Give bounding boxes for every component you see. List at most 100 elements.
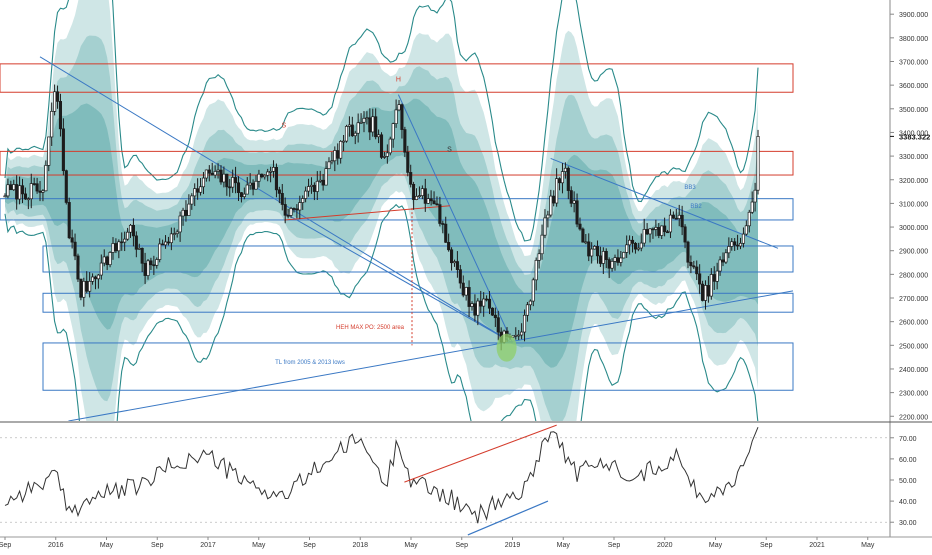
candle-body-190[interactable] bbox=[558, 178, 562, 184]
candle-body-90[interactable] bbox=[266, 171, 270, 176]
candle-body-53[interactable] bbox=[158, 243, 162, 260]
candle-body-215[interactable] bbox=[630, 239, 635, 244]
candle-body-181[interactable] bbox=[531, 279, 535, 302]
candle-body-156[interactable] bbox=[458, 269, 462, 284]
candle-body-94[interactable] bbox=[277, 189, 281, 194]
candle-body-69[interactable] bbox=[204, 169, 208, 179]
candle-body-11[interactable] bbox=[35, 183, 39, 192]
candle-body-169[interactable] bbox=[496, 317, 500, 333]
candle-body-13[interactable] bbox=[41, 190, 45, 193]
candle-body-249[interactable] bbox=[730, 241, 734, 247]
candle-body-136[interactable] bbox=[400, 104, 404, 130]
candle-body-108[interactable] bbox=[318, 179, 322, 182]
candle-body-21[interactable] bbox=[64, 170, 68, 203]
candle-body-5[interactable] bbox=[18, 185, 22, 200]
candle-body-115[interactable] bbox=[339, 141, 343, 159]
candle-body-117[interactable] bbox=[344, 126, 349, 142]
candle-body-244[interactable] bbox=[715, 270, 719, 282]
candle-body-161[interactable] bbox=[473, 303, 477, 316]
candle-body-49[interactable] bbox=[146, 260, 150, 276]
candle-body-30[interactable] bbox=[91, 276, 95, 282]
candle-body-47[interactable] bbox=[140, 247, 144, 264]
candle-body-84[interactable] bbox=[248, 182, 252, 186]
candle-body-16[interactable] bbox=[50, 111, 54, 138]
candle-body-64[interactable] bbox=[190, 195, 194, 205]
candle-body-25[interactable] bbox=[76, 255, 80, 280]
candle-body-10[interactable] bbox=[32, 183, 36, 185]
candle-body-131[interactable] bbox=[385, 152, 389, 157]
candle-body-50[interactable] bbox=[149, 260, 153, 266]
candle-body-98[interactable] bbox=[289, 208, 293, 216]
candle-body-164[interactable] bbox=[482, 298, 486, 307]
candle-body-146[interactable] bbox=[429, 198, 433, 202]
candle-body-1[interactable] bbox=[6, 184, 10, 197]
candle-body-207[interactable] bbox=[607, 259, 611, 269]
candle-body-231[interactable] bbox=[677, 214, 681, 219]
candle-body-60[interactable] bbox=[178, 215, 182, 233]
candle-body-40[interactable] bbox=[120, 241, 124, 244]
candle-body-221[interactable] bbox=[648, 228, 652, 235]
candle-body-139[interactable] bbox=[409, 172, 413, 185]
candle-body-247[interactable] bbox=[724, 252, 728, 263]
candle-body-253[interactable] bbox=[741, 233, 745, 244]
candle-body-138[interactable] bbox=[406, 151, 410, 173]
candle-body-7[interactable] bbox=[23, 193, 27, 200]
candle-body-54[interactable] bbox=[161, 243, 165, 246]
candle-body-220[interactable] bbox=[645, 229, 649, 235]
candle-body-86[interactable] bbox=[254, 180, 258, 190]
candle-body-82[interactable] bbox=[242, 193, 246, 198]
candle-body-241[interactable] bbox=[706, 285, 710, 297]
zone-blue-5[interactable] bbox=[42, 342, 794, 391]
candle-body-226[interactable] bbox=[663, 225, 667, 233]
candle-body-222[interactable] bbox=[651, 228, 655, 231]
candle-body-246[interactable] bbox=[721, 259, 725, 263]
candle-body-0[interactable] bbox=[3, 195, 7, 198]
candle-body-57[interactable] bbox=[169, 233, 173, 244]
candle-body-76[interactable] bbox=[225, 173, 229, 188]
candle-body-79[interactable] bbox=[234, 177, 238, 184]
candle-body-142[interactable] bbox=[417, 195, 422, 197]
candle-body-210[interactable] bbox=[616, 257, 620, 263]
candle-body-238[interactable] bbox=[698, 273, 702, 285]
low-marker[interactable] bbox=[496, 333, 517, 362]
candle-body-162[interactable] bbox=[476, 300, 480, 316]
candle-body-248[interactable] bbox=[727, 246, 731, 254]
candle-body-189[interactable] bbox=[555, 178, 559, 204]
candle-body-154[interactable] bbox=[452, 261, 457, 264]
candle-body-167[interactable] bbox=[490, 307, 494, 316]
candle-body-234[interactable] bbox=[686, 241, 690, 263]
candle-body-232[interactable] bbox=[680, 214, 684, 228]
candle-body-119[interactable] bbox=[350, 124, 354, 137]
candle-body-14[interactable] bbox=[44, 165, 48, 192]
candle-body-255[interactable] bbox=[747, 211, 751, 227]
candle-body-74[interactable] bbox=[219, 169, 223, 183]
candle-body-205[interactable] bbox=[601, 251, 605, 264]
candle-body-109[interactable] bbox=[321, 179, 325, 186]
candle-body-125[interactable] bbox=[368, 117, 372, 133]
candle-body-187[interactable] bbox=[549, 195, 553, 216]
candle-body-237[interactable] bbox=[695, 266, 699, 275]
candle-body-29[interactable] bbox=[88, 281, 92, 292]
candle-body-198[interactable] bbox=[581, 228, 585, 243]
candle-body-135[interactable] bbox=[397, 104, 401, 111]
candle-body-229[interactable] bbox=[671, 214, 675, 219]
candle-body-199[interactable] bbox=[584, 241, 588, 244]
candle-body-150[interactable] bbox=[441, 223, 445, 225]
zone-blue-4[interactable] bbox=[42, 292, 794, 313]
candle-body-175[interactable] bbox=[514, 334, 518, 337]
candle-body-143[interactable] bbox=[420, 188, 424, 196]
candle-body-34[interactable] bbox=[102, 256, 106, 264]
candle-body-129[interactable] bbox=[379, 134, 384, 158]
candle-body-66[interactable] bbox=[196, 188, 200, 193]
candle-body-97[interactable] bbox=[286, 214, 290, 217]
candle-body-188[interactable] bbox=[552, 195, 556, 204]
candle-body-102[interactable] bbox=[301, 198, 305, 203]
candle-body-137[interactable] bbox=[403, 129, 407, 153]
candle-body-114[interactable] bbox=[336, 150, 340, 159]
candle-body-239[interactable] bbox=[701, 283, 705, 301]
candle-body-178[interactable] bbox=[522, 314, 527, 333]
candle-body-206[interactable] bbox=[604, 251, 608, 260]
candle-body-37[interactable] bbox=[111, 243, 115, 253]
candle-body-6[interactable] bbox=[20, 185, 25, 195]
candle-body-230[interactable] bbox=[674, 217, 678, 220]
